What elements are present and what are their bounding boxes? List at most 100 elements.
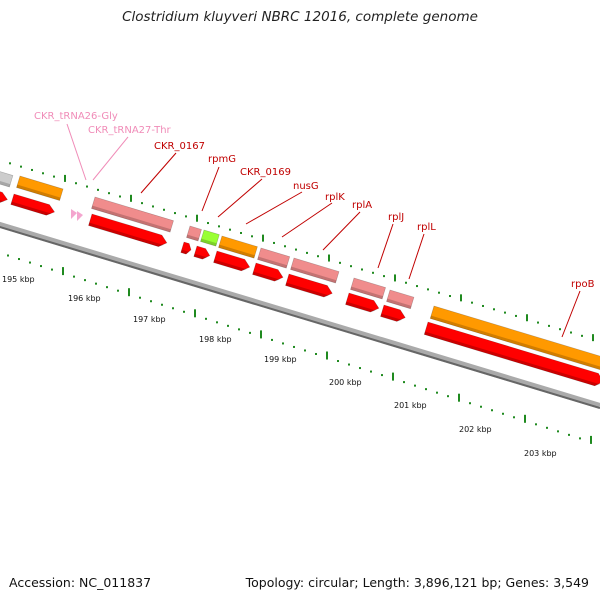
cds-rpmg-a <box>180 241 192 255</box>
outer-tick-mark <box>361 268 363 271</box>
cds-rplk <box>285 273 333 298</box>
gene-ckr-0169 <box>218 235 258 259</box>
scale-tick-mark <box>139 296 141 299</box>
outer-tick-mark <box>350 265 352 268</box>
scale-tick-mark <box>502 412 504 415</box>
gene-rpmg <box>186 225 202 242</box>
scale-tick-mark <box>249 331 251 334</box>
scale-tick-mark <box>458 393 460 402</box>
label-ckr-trna27-thr: CKR_tRNA27-Thr <box>88 125 172 136</box>
outer-tick-mark <box>273 241 275 244</box>
kbp-label-198: 198 kbp <box>199 335 232 344</box>
feature-orange-left <box>16 175 64 201</box>
scale-tick-mark <box>238 328 240 331</box>
leader-trna27 <box>92 136 129 181</box>
trna26-marker <box>71 209 77 219</box>
scale-tick-mark <box>447 395 449 398</box>
scale-tick-mark <box>282 342 284 345</box>
outer-tick-mark <box>152 205 154 208</box>
scale-tick-mark <box>150 300 152 303</box>
outer-tick-mark <box>306 251 308 254</box>
scale-tick-mark <box>590 435 592 444</box>
cds-rpob <box>423 321 600 387</box>
kbp-label-201: 201 kbp <box>394 401 427 410</box>
leader-nusg <box>245 191 303 225</box>
scale-tick-mark <box>414 384 416 387</box>
scale-tick-mark <box>315 352 317 355</box>
scale-tick-mark <box>51 268 53 271</box>
scale-tick-mark <box>29 261 31 264</box>
label-ckr-0169: CKR_0169 <box>240 167 291 178</box>
leader-ckr-0169 <box>217 178 263 218</box>
outer-tick-mark <box>548 324 550 327</box>
outer-tick-mark <box>559 328 561 331</box>
scale-tick-mark <box>128 288 130 297</box>
cds-ckr-0169 <box>213 250 251 272</box>
outer-tick-mark <box>515 314 517 317</box>
outer-tick-mark <box>64 174 66 182</box>
outer-tick-mark <box>251 235 253 238</box>
outer-tick-mark <box>130 194 132 202</box>
scale-tick-mark <box>403 381 405 384</box>
scale-tick-mark <box>227 324 229 327</box>
outer-tick-mark <box>295 248 297 251</box>
outer-tick-mark <box>20 165 22 168</box>
outer-tick-mark <box>284 245 286 248</box>
cds-rpmg-b <box>193 245 211 260</box>
gene-rpob <box>429 305 600 371</box>
label-rpll: rplL <box>417 222 436 233</box>
outer-tick-mark <box>97 188 99 191</box>
outer-tick-mark <box>119 195 121 198</box>
label-rplj: rplJ <box>388 212 404 223</box>
gene-nusg <box>257 247 291 269</box>
label-nusg: nusG <box>293 181 319 192</box>
scale-tick-mark <box>425 388 427 391</box>
outer-tick-mark <box>42 172 44 175</box>
scale-tick-mark <box>84 279 86 282</box>
outer-tick-mark <box>262 234 264 242</box>
cds-left-b <box>10 193 56 216</box>
scale-tick-mark <box>326 351 328 360</box>
outer-tick-mark <box>394 274 396 282</box>
outer-tick-mark <box>75 182 77 185</box>
scale-tick-mark <box>546 426 548 429</box>
outer-tick-mark <box>229 228 231 231</box>
label-ckr-trna26-gly: CKR_tRNA26-Gly <box>34 111 118 122</box>
kbp-label-202: 202 kbp <box>459 425 492 434</box>
outer-tick-mark <box>493 308 495 311</box>
scale-tick-mark <box>469 402 471 405</box>
leader-rpob <box>561 290 581 338</box>
kbp-label-203: 203 kbp <box>524 449 557 458</box>
leader-ckr-0167 <box>140 152 177 194</box>
label-rpob: rpoB <box>571 279 595 290</box>
label-leaders <box>66 123 581 338</box>
kbp-label-199: 199 kbp <box>264 355 297 364</box>
scale-tick-mark <box>205 317 207 320</box>
outer-tick-mark <box>482 304 484 307</box>
gene-rplj <box>386 289 415 310</box>
outer-tick-mark <box>460 294 462 302</box>
scale-tick-mark <box>216 321 218 324</box>
scale-tick-mark <box>304 349 306 352</box>
outer-tick-mark <box>196 214 198 222</box>
outer-tick-mark <box>218 225 220 228</box>
outer-tick-mark <box>9 162 11 165</box>
scale-tick-mark <box>392 372 394 381</box>
leader-rplj <box>377 223 394 269</box>
features <box>0 167 600 387</box>
outer-tick-mark <box>526 314 528 322</box>
outer-tick-mark <box>504 311 506 314</box>
scale-tick-mark <box>480 405 482 408</box>
leader-trna26 <box>66 123 87 181</box>
scale-tick-mark <box>73 275 75 278</box>
outer-tick-mark <box>86 185 88 188</box>
gene-ckr-0167 <box>91 196 174 233</box>
scale-tick-mark <box>359 367 361 370</box>
scale-tick-mark <box>381 374 383 377</box>
gene-rpmg-green <box>200 229 220 247</box>
scale-tick-mark <box>337 360 339 363</box>
scale-tick-mark <box>40 265 42 268</box>
scale-tick-mark <box>524 414 526 423</box>
gene-rplk <box>290 257 340 284</box>
outer-tick-mark <box>592 334 594 342</box>
